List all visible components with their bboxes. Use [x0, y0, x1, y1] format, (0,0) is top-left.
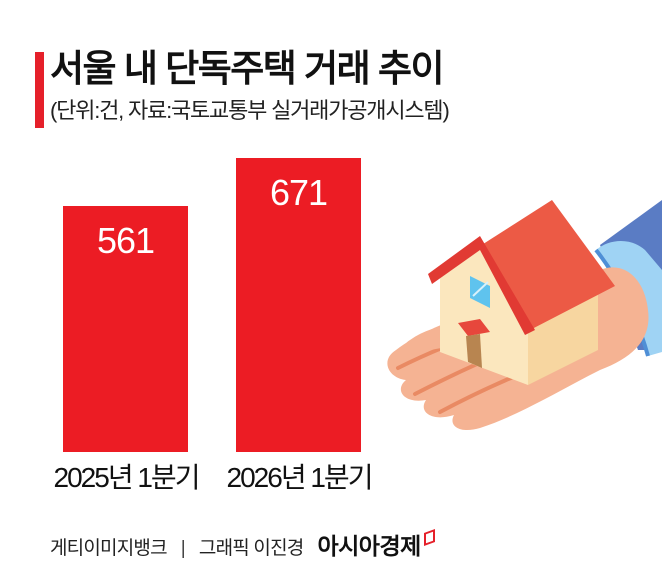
category-label-2025-q1: 2025년 1분기 — [53, 462, 201, 493]
photo-credit: 게티이미지뱅크 — [50, 538, 168, 559]
footer-separator: | — [180, 538, 186, 559]
title-accent-bar — [35, 52, 44, 128]
bar-2025-q1: 561 — [63, 206, 188, 452]
category-label-2026-q1: 2026년 1분기 — [226, 462, 374, 493]
brand-logo: 아시아경제 — [317, 533, 421, 559]
chart-subtitle: (단위:건, 자료:국토교통부 실거래가공개시스템) — [50, 98, 450, 123]
brand-mark-icon — [423, 528, 435, 547]
chart-title: 서울 내 단독주택 거래 추이 — [50, 48, 445, 89]
bar-2026-q1: 671 — [236, 158, 361, 452]
house-in-hand-icon — [370, 190, 662, 460]
bar-value-label: 671 — [269, 172, 328, 213]
graphic-credit: 그래픽 이진경 — [198, 538, 304, 559]
bar-value-label: 561 — [96, 220, 155, 261]
footer-credits: 게티이미지뱅크 | 그래픽 이진경 아시아경제 — [50, 527, 435, 561]
